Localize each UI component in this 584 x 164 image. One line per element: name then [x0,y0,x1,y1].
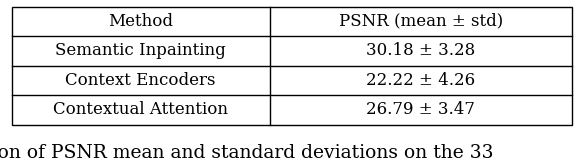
Text: 22.22 ± 4.26: 22.22 ± 4.26 [366,72,475,89]
Text: 26.79 ± 3.47: 26.79 ± 3.47 [366,101,475,118]
Text: PSNR (mean ± std): PSNR (mean ± std) [339,13,503,30]
Text: Method: Method [108,13,173,30]
Text: Contextual Attention: Contextual Attention [53,101,228,118]
Text: 30.18 ± 3.28: 30.18 ± 3.28 [366,42,475,59]
Text: Semantic Inpainting: Semantic Inpainting [55,42,226,59]
Text: Context Encoders: Context Encoders [65,72,216,89]
Text: son of PSNR mean and standard deviations on the 33: son of PSNR mean and standard deviations… [0,144,494,162]
